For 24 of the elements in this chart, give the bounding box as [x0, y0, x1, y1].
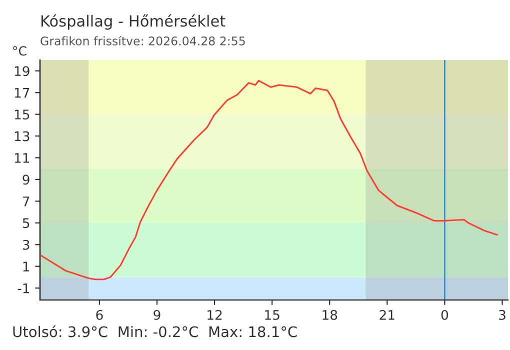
y-tick-label: 13: [14, 131, 30, 142]
y-tick-label: 15: [14, 110, 30, 120]
x-tick-label: 12: [208, 310, 222, 320]
x-tick-label: 0: [441, 310, 448, 320]
y-axis-title: °C: [13, 46, 26, 56]
y-tick-label: 11: [14, 153, 30, 163]
x-tick-label: 9: [154, 310, 160, 320]
y-tick-label: 9: [22, 174, 30, 185]
text: Utolsó: 3.9°C Min: -0.2°C Max: 18.1°C: [13, 325, 297, 338]
x-tick-label: 3: [499, 310, 506, 320]
y-tick-label: 1: [23, 262, 30, 272]
x-tick-label: 6: [96, 310, 103, 320]
y-tick-label: 5: [22, 218, 30, 228]
y-tick-label: 7: [22, 196, 30, 206]
x-tick-label: 18: [322, 310, 338, 320]
y-tick-label: 3: [22, 240, 30, 250]
chart-subtitle: Grafikon frissítve: 2026.04.28 2:55: [40, 36, 245, 46]
y-tick-label: -1: [18, 283, 30, 294]
x-tick-label: 21: [380, 310, 394, 320]
line-series: [40, 80, 498, 280]
x-tick-label: 15: [265, 310, 280, 320]
y-tick-label: 19: [14, 66, 30, 76]
chart-title: Kóspallag - Hőmérséklet: [42, 14, 226, 30]
y-tick-label: 17: [14, 88, 30, 98]
